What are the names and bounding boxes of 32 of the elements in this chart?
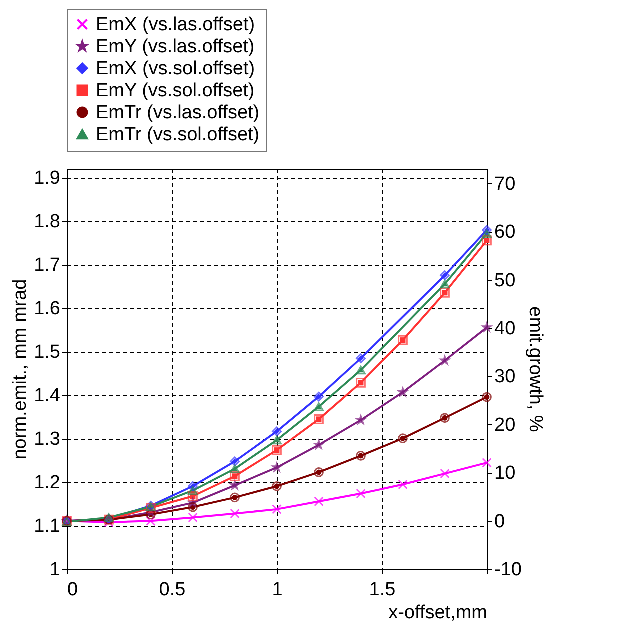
legend-label: EmX (vs.sol.offset) xyxy=(96,58,256,80)
y-tick-label: 1.2 xyxy=(34,472,60,494)
y2-tick-label: 20 xyxy=(494,414,516,436)
y2-axis-title: emit.growth, % xyxy=(524,306,546,432)
legend-label: EmTr (vs.las.offset) xyxy=(96,102,260,124)
legend-label: EmY (vs.sol.offset) xyxy=(96,80,255,102)
x-tick-label: 0.5 xyxy=(159,580,186,600)
x-axis-title: x-offset,mm xyxy=(388,602,488,624)
y2-tick-label: 10 xyxy=(494,463,516,484)
y-tick-label: 1.7 xyxy=(34,255,60,276)
y2-tick-label: 0 xyxy=(494,511,506,532)
y2-tick-label: 70 xyxy=(494,174,516,195)
y-tick-label: 1 xyxy=(50,560,60,580)
y-tick-label: 1.1 xyxy=(34,516,60,538)
y2-tick-label: 40 xyxy=(494,318,516,340)
legend-label: EmY (vs.las.offset) xyxy=(96,36,255,58)
y-tick-label: 1.8 xyxy=(34,212,60,233)
y2-tick-label: 30 xyxy=(494,366,516,388)
y2-tick-label: -10 xyxy=(494,560,522,580)
legend-label: EmX (vs.las.offset) xyxy=(96,14,256,36)
x-tick-label: 1.5 xyxy=(369,580,396,600)
x-tick-label: 0 xyxy=(68,580,78,600)
x-tick-label: 1 xyxy=(272,580,283,600)
y-axis-title: norm.emit., mm mrad xyxy=(10,279,32,460)
y-tick-label: 1.6 xyxy=(34,298,60,320)
y-tick-label: 1.9 xyxy=(34,168,60,190)
y-tick-label: 1.5 xyxy=(34,342,60,364)
y2-tick-label: 60 xyxy=(494,222,516,244)
y2-tick-label: 50 xyxy=(494,270,516,292)
y-tick-label: 1.4 xyxy=(34,386,61,407)
legend-label: EmTr (vs.sol.offset) xyxy=(96,124,260,146)
y-tick-label: 1.3 xyxy=(34,429,60,450)
